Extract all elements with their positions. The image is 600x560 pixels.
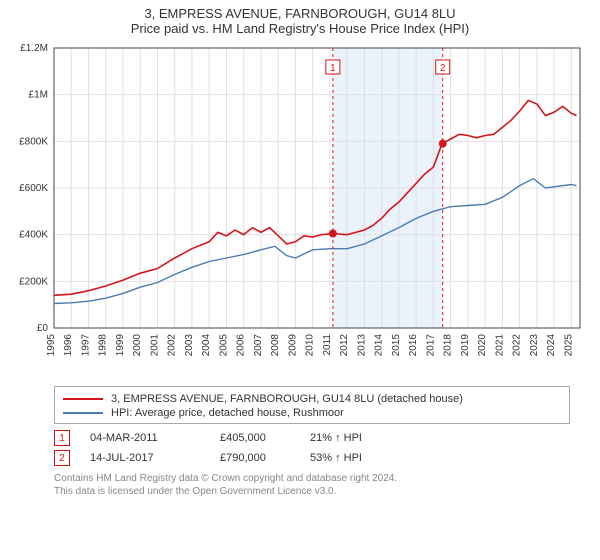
svg-text:1: 1 bbox=[330, 63, 336, 74]
svg-text:2006: 2006 bbox=[236, 334, 247, 357]
svg-text:2011: 2011 bbox=[322, 334, 333, 356]
svg-text:£1M: £1M bbox=[29, 90, 48, 101]
footer: Contains HM Land Registry data © Crown c… bbox=[54, 472, 570, 498]
sale-date-2: 14-JUL-2017 bbox=[90, 452, 220, 464]
svg-text:2004: 2004 bbox=[201, 334, 212, 357]
svg-text:2015: 2015 bbox=[391, 334, 402, 357]
title-main: 3, EMPRESS AVENUE, FARNBOROUGH, GU14 8LU bbox=[8, 6, 592, 21]
legend-label-2: HPI: Average price, detached house, Rush… bbox=[111, 407, 344, 419]
svg-text:2018: 2018 bbox=[443, 334, 454, 357]
svg-text:2022: 2022 bbox=[512, 334, 523, 357]
svg-text:2009: 2009 bbox=[287, 334, 298, 357]
svg-text:1995: 1995 bbox=[46, 334, 57, 357]
svg-text:2008: 2008 bbox=[270, 334, 281, 357]
sale-price-2: £790,000 bbox=[220, 452, 310, 464]
legend-swatch-1 bbox=[63, 398, 103, 400]
svg-text:2021: 2021 bbox=[494, 334, 505, 357]
svg-text:£600K: £600K bbox=[19, 183, 48, 194]
svg-text:2005: 2005 bbox=[218, 334, 229, 357]
sale-date-1: 04-MAR-2011 bbox=[90, 432, 220, 444]
svg-text:2002: 2002 bbox=[167, 334, 178, 357]
svg-text:2025: 2025 bbox=[563, 334, 574, 357]
svg-text:2017: 2017 bbox=[425, 334, 436, 357]
svg-text:2020: 2020 bbox=[477, 334, 488, 357]
svg-text:2016: 2016 bbox=[408, 334, 419, 357]
svg-text:£1.2M: £1.2M bbox=[20, 43, 48, 54]
sale-marker-2: 2 bbox=[54, 450, 70, 466]
svg-text:2024: 2024 bbox=[546, 334, 557, 357]
legend: 3, EMPRESS AVENUE, FARNBOROUGH, GU14 8LU… bbox=[54, 386, 570, 424]
price-chart: £0 £200K £400K £600K £800K £1M £1.2M 1995 1996 19… bbox=[0, 38, 600, 378]
legend-swatch-2 bbox=[63, 412, 103, 414]
sale-hpi-2: 53% ↑ HPI bbox=[310, 452, 400, 464]
sale-marker-1: 1 bbox=[54, 430, 70, 446]
sales-table: 1 04-MAR-2011 £405,000 21% ↑ HPI 2 14-JU… bbox=[54, 430, 570, 466]
svg-text:£0: £0 bbox=[37, 323, 49, 334]
svg-text:1998: 1998 bbox=[98, 334, 109, 357]
svg-text:2001: 2001 bbox=[149, 334, 160, 357]
svg-text:2007: 2007 bbox=[253, 334, 264, 357]
footer-line-1: Contains HM Land Registry data © Crown c… bbox=[54, 472, 570, 485]
svg-text:£800K: £800K bbox=[19, 136, 48, 147]
svg-text:£400K: £400K bbox=[19, 230, 48, 241]
svg-text:2000: 2000 bbox=[132, 334, 143, 357]
svg-text:2019: 2019 bbox=[460, 334, 471, 357]
svg-text:2003: 2003 bbox=[184, 334, 195, 357]
svg-text:1997: 1997 bbox=[80, 334, 91, 357]
svg-text:£200K: £200K bbox=[19, 276, 48, 287]
svg-text:2023: 2023 bbox=[529, 334, 540, 357]
sale-price-1: £405,000 bbox=[220, 432, 310, 444]
title-sub: Price paid vs. HM Land Registry's House … bbox=[8, 21, 592, 36]
svg-text:2014: 2014 bbox=[374, 334, 385, 357]
svg-text:2: 2 bbox=[440, 63, 446, 74]
legend-label-1: 3, EMPRESS AVENUE, FARNBOROUGH, GU14 8LU… bbox=[111, 393, 463, 405]
svg-text:2012: 2012 bbox=[339, 334, 350, 357]
svg-text:2010: 2010 bbox=[305, 334, 316, 357]
sale-hpi-1: 21% ↑ HPI bbox=[310, 432, 400, 444]
svg-text:1996: 1996 bbox=[63, 334, 74, 357]
svg-text:2013: 2013 bbox=[356, 334, 367, 357]
svg-text:1999: 1999 bbox=[115, 334, 126, 357]
footer-line-2: This data is licensed under the Open Gov… bbox=[54, 485, 570, 498]
